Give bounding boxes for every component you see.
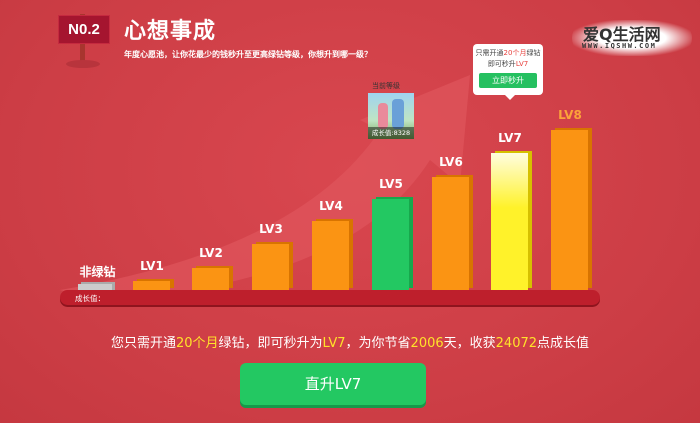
growth-label: 成长值： xyxy=(75,294,105,303)
level-label: LV3 xyxy=(259,222,283,236)
tooltip-level: LV7 xyxy=(515,60,529,68)
logo-name: 爱Q生活网 xyxy=(583,25,661,44)
current-growth: 成长值:8328 xyxy=(368,127,414,139)
page-title: 心想事成 xyxy=(124,19,217,44)
level-label: LV8 xyxy=(558,108,582,122)
level-bar-lv2 xyxy=(192,268,229,290)
instant-upgrade-button[interactable]: 立即秒升 xyxy=(479,73,537,88)
current-level-label: 当前等级 xyxy=(372,82,400,90)
logo xyxy=(572,20,692,56)
growth-strip xyxy=(60,290,600,305)
logo-url: WWW.IQSHW.COM xyxy=(582,42,657,50)
signpost-shadow xyxy=(66,60,100,68)
upgrade-lv7-button[interactable]: 直升LV7 xyxy=(240,363,426,405)
section-badge: N0.2 xyxy=(58,15,110,44)
level-bar-lv7 xyxy=(491,153,528,290)
tooltip-months: 20个月 xyxy=(503,49,527,57)
tooltip-text: 只需开通 xyxy=(475,49,504,57)
level-bar-lv3 xyxy=(252,244,289,290)
upgrade-tooltip: 只需开通20个月绿钻 即可秒升LV7 立即秒升 xyxy=(473,44,543,100)
avatar: 成长值:8328 xyxy=(368,93,414,139)
level-label: LV1 xyxy=(140,259,164,273)
level-bar-lv4 xyxy=(312,221,349,290)
level-label: LV2 xyxy=(199,246,223,260)
level-bar-lv1 xyxy=(133,281,170,290)
level-label: LV7 xyxy=(498,131,522,145)
page-subtitle: 年度心愿池，让你花最少的钱秒升至更高绿钻等级，你想升到哪一级？ xyxy=(124,50,372,59)
summary-text: 您只需开通20个月绿钻，即可秒升为LV7，为你节省2006天，收获24072点成… xyxy=(110,336,590,351)
non-green-bar xyxy=(78,284,112,292)
level-label: LV5 xyxy=(379,177,403,191)
tooltip-text-mid: 绿钻 即可秒升 xyxy=(487,49,541,68)
level-label: LV6 xyxy=(439,155,463,169)
level-bar-lv5 xyxy=(372,199,409,290)
level-bar-lv8 xyxy=(551,130,588,290)
level-bar-lv6 xyxy=(432,177,469,290)
non-green-label: 非绿钻 xyxy=(79,265,116,279)
level-label: LV4 xyxy=(319,199,343,213)
